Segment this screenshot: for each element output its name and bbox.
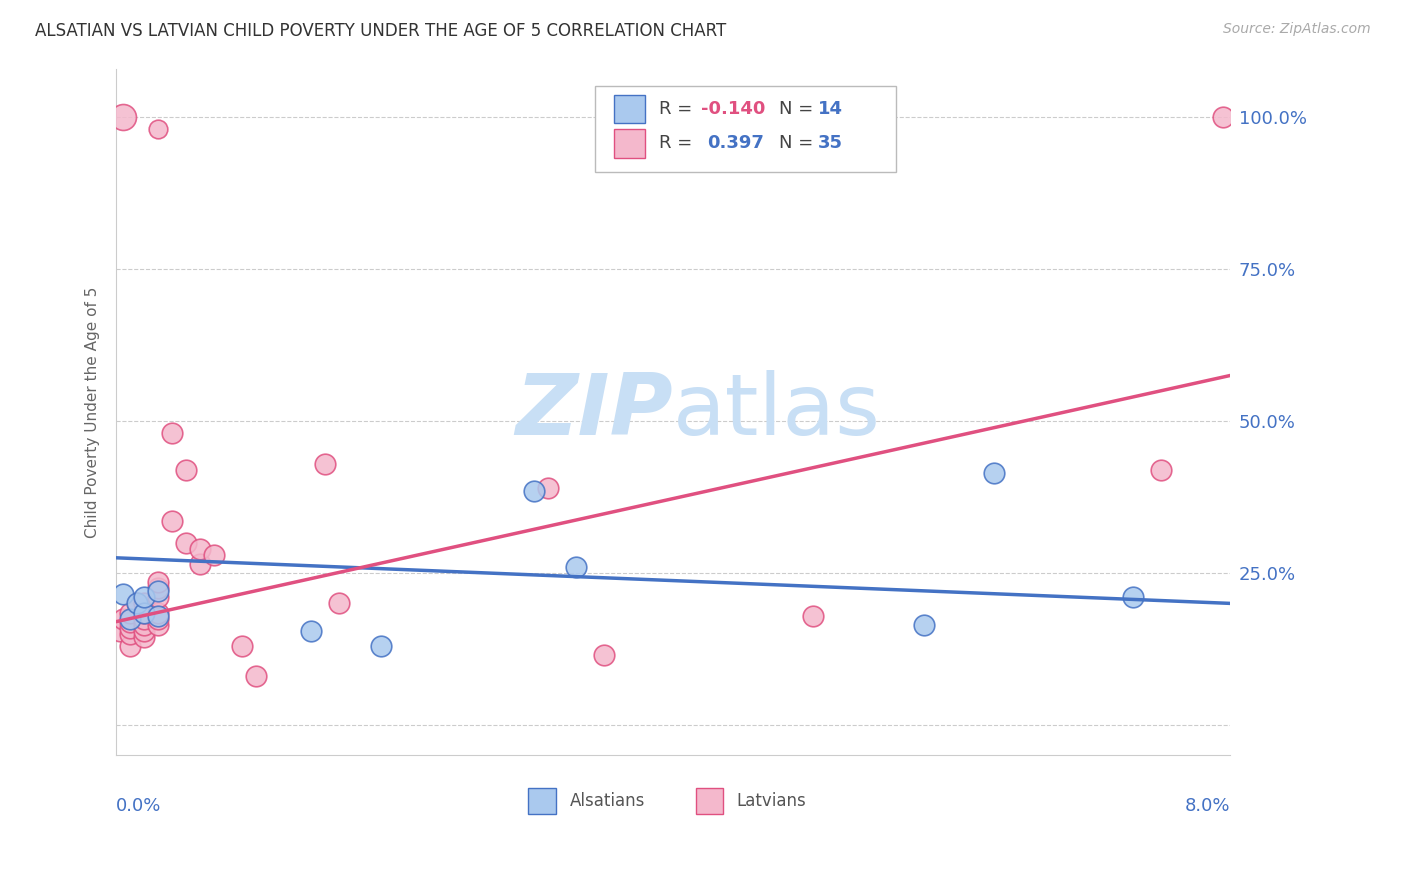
Point xyxy=(146,581,169,595)
Point xyxy=(1212,110,1234,124)
Text: ZIP: ZIP xyxy=(516,370,673,453)
Point xyxy=(112,110,135,124)
Text: 0.0%: 0.0% xyxy=(117,797,162,814)
Point xyxy=(112,587,135,601)
Text: N =: N = xyxy=(779,100,820,118)
Text: Alsatians: Alsatians xyxy=(569,792,645,810)
Text: R =: R = xyxy=(659,135,703,153)
Point xyxy=(912,617,935,632)
Point xyxy=(127,596,149,610)
Text: ALSATIAN VS LATVIAN CHILD POVERTY UNDER THE AGE OF 5 CORRELATION CHART: ALSATIAN VS LATVIAN CHILD POVERTY UNDER … xyxy=(35,22,727,40)
Point xyxy=(370,639,392,653)
Point xyxy=(328,596,350,610)
Text: Source: ZipAtlas.com: Source: ZipAtlas.com xyxy=(1223,22,1371,37)
Point xyxy=(134,630,156,644)
Point xyxy=(1150,463,1173,477)
Point xyxy=(120,611,142,625)
Point xyxy=(112,611,135,625)
Point xyxy=(537,481,560,495)
Text: 8.0%: 8.0% xyxy=(1185,797,1230,814)
Text: 35: 35 xyxy=(818,135,844,153)
Y-axis label: Child Poverty Under the Age of 5: Child Poverty Under the Age of 5 xyxy=(86,286,100,538)
Point xyxy=(314,457,336,471)
Point xyxy=(146,584,169,599)
Point xyxy=(188,557,211,571)
Text: 14: 14 xyxy=(818,100,844,118)
Point xyxy=(160,514,183,528)
Point xyxy=(245,669,267,683)
Point xyxy=(983,466,1005,480)
Text: Latvians: Latvians xyxy=(737,792,807,810)
Point xyxy=(120,627,142,641)
Point xyxy=(146,575,169,590)
Point xyxy=(146,611,169,625)
Point xyxy=(120,615,142,629)
FancyBboxPatch shape xyxy=(614,129,645,158)
Point xyxy=(160,426,183,441)
FancyBboxPatch shape xyxy=(614,95,645,123)
Text: -0.140: -0.140 xyxy=(702,100,765,118)
Text: N =: N = xyxy=(779,135,820,153)
Text: 0.397: 0.397 xyxy=(707,135,763,153)
Point xyxy=(146,608,169,623)
Point xyxy=(565,560,588,574)
Point xyxy=(146,122,169,136)
Point xyxy=(801,608,824,623)
Point xyxy=(146,606,169,620)
Point xyxy=(134,611,156,625)
Point xyxy=(120,606,142,620)
Point xyxy=(134,596,156,610)
Point xyxy=(146,617,169,632)
Point xyxy=(523,483,546,498)
Point xyxy=(134,591,156,605)
Point xyxy=(174,463,197,477)
Point xyxy=(231,639,253,653)
Point xyxy=(127,596,149,610)
Point xyxy=(1122,591,1144,605)
FancyBboxPatch shape xyxy=(529,788,557,814)
Point xyxy=(120,639,142,653)
Point xyxy=(134,606,156,620)
Point xyxy=(146,591,169,605)
Point xyxy=(110,624,132,638)
Point xyxy=(188,541,211,556)
Point xyxy=(134,606,156,620)
Point xyxy=(134,624,156,638)
Point xyxy=(202,548,225,562)
Point xyxy=(592,648,614,662)
FancyBboxPatch shape xyxy=(595,86,896,171)
FancyBboxPatch shape xyxy=(696,788,724,814)
Point xyxy=(174,535,197,549)
Text: atlas: atlas xyxy=(673,370,882,453)
Text: R =: R = xyxy=(659,100,697,118)
Point xyxy=(120,621,142,635)
Point xyxy=(134,617,156,632)
Point xyxy=(299,624,322,638)
